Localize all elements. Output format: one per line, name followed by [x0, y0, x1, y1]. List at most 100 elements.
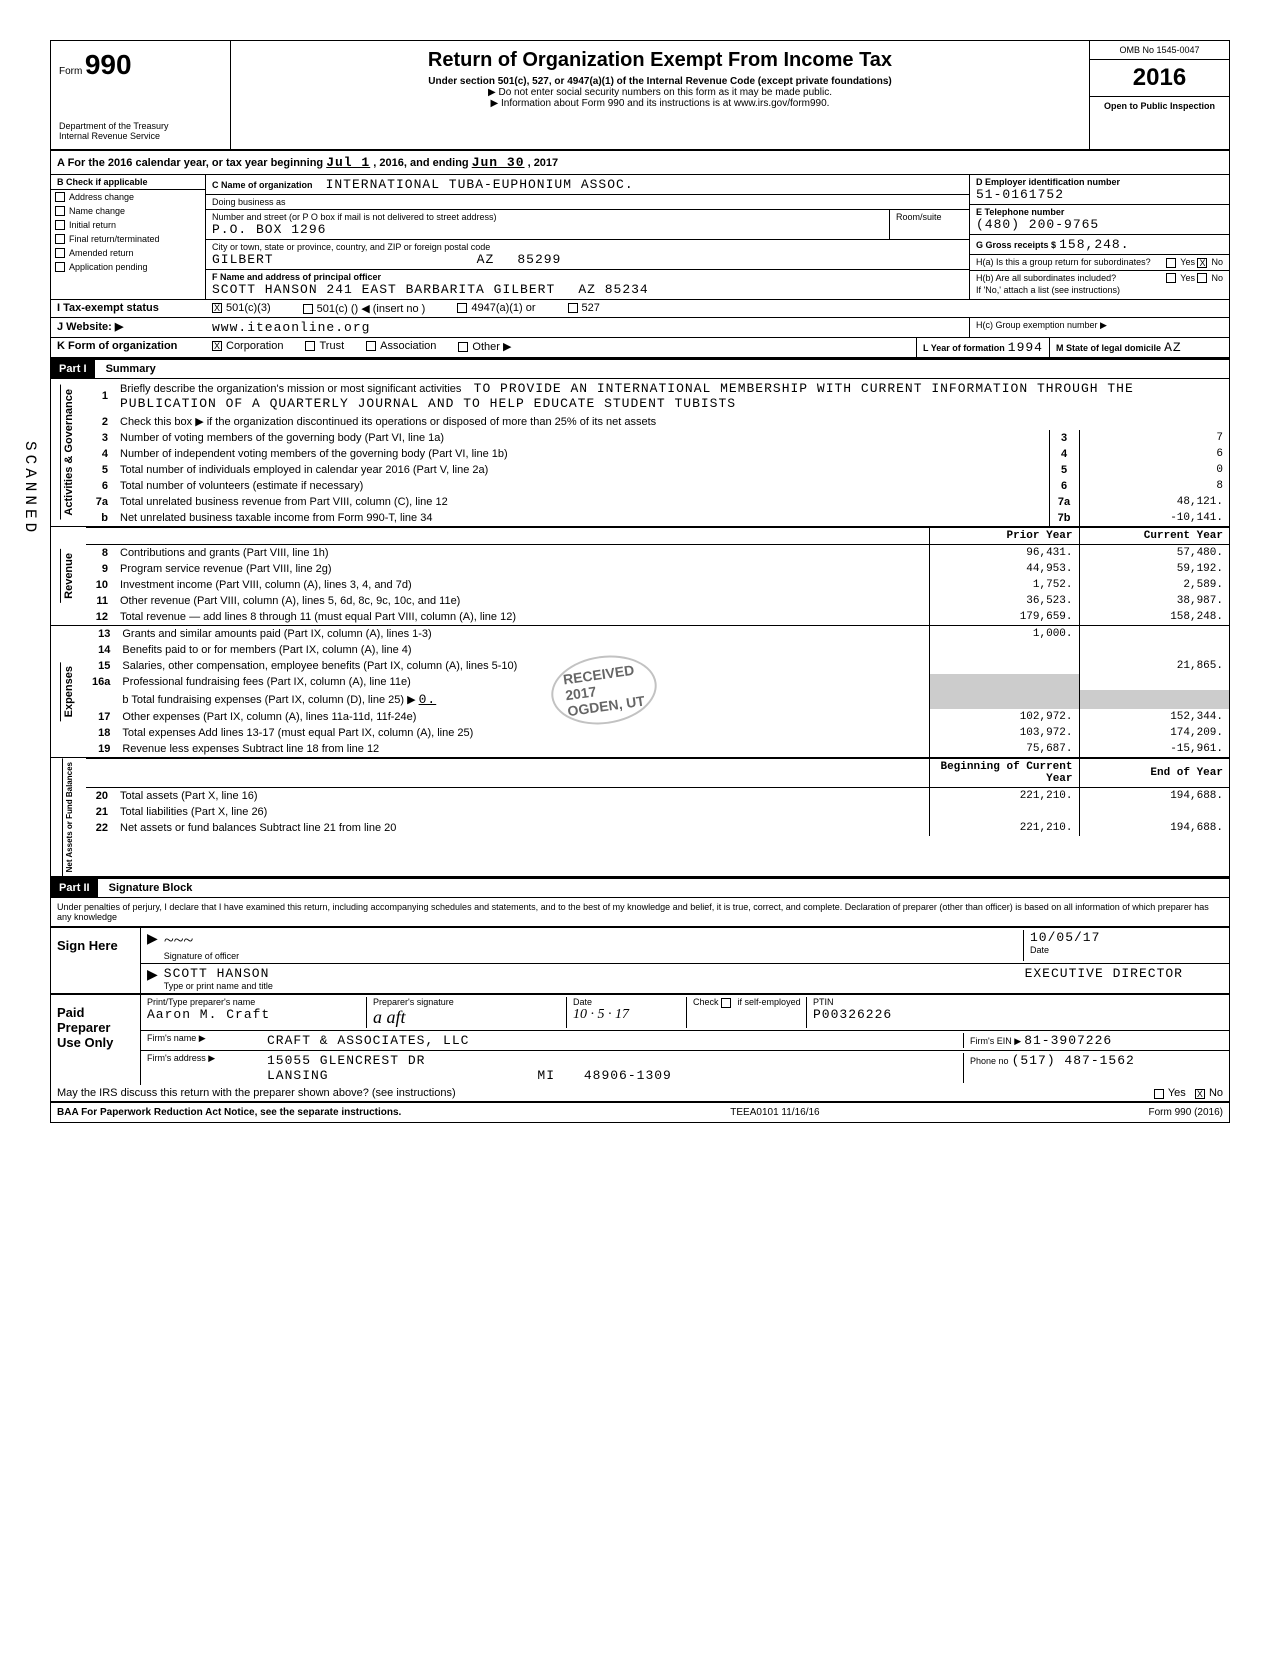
discuss-no-checkbox[interactable]: X — [1195, 1089, 1205, 1099]
form-subtitle: Under section 501(c), 527, or 4947(a)(1)… — [239, 76, 1081, 87]
part-ii-title: Signature Block — [101, 879, 201, 897]
section-j-label: J Website: ▶ — [51, 318, 206, 337]
c11: 38,987. — [1079, 593, 1229, 609]
check-address-change[interactable]: Address change — [51, 190, 205, 204]
section-i-label: I Tax-exempt status — [51, 300, 206, 317]
gross: 158,248. — [1059, 237, 1129, 252]
v6: 8 — [1079, 478, 1229, 494]
501c-checkbox[interactable] — [303, 304, 313, 314]
form-title: Return of Organization Exempt From Incom… — [239, 49, 1081, 72]
part-i-title: Summary — [98, 360, 164, 378]
discuss-yes-checkbox[interactable] — [1154, 1089, 1164, 1099]
v4: 6 — [1079, 446, 1229, 462]
header-center: Return of Organization Exempt From Incom… — [231, 41, 1089, 149]
ha-label: H(a) Is this a group return for subordin… — [976, 257, 1151, 268]
check-initial-return[interactable]: Initial return — [51, 218, 205, 232]
section-b-c-d: B Check if applicable Address change Nam… — [51, 175, 1229, 300]
footer: BAA For Paperwork Reduction Act Notice, … — [51, 1102, 1229, 1122]
check-name-change[interactable]: Name change — [51, 204, 205, 218]
c19: -15,961. — [1079, 741, 1229, 757]
firm-zip: 48906-1309 — [584, 1068, 672, 1083]
section-k-label: K Form of organization — [51, 338, 206, 357]
check-application-pending[interactable]: Application pending — [51, 260, 205, 274]
hb-no-checkbox[interactable] — [1197, 273, 1207, 283]
arrow-icon: ▶ — [147, 930, 158, 961]
section-a-mid: , 2016, and ending — [373, 157, 468, 169]
hb-yes-checkbox[interactable] — [1166, 273, 1176, 283]
note-ssn: ▶ Do not enter social security numbers o… — [239, 87, 1081, 98]
dba-label: Doing business as — [206, 195, 969, 210]
irs-label: Internal Revenue Service — [59, 131, 222, 141]
ha-yes-checkbox[interactable] — [1166, 258, 1176, 268]
revenue-section: Revenue Prior YearCurrent Year 8Contribu… — [51, 527, 1229, 626]
p12: 179,659. — [929, 609, 1079, 625]
label-c: C Name of organization — [212, 180, 313, 190]
net-assets-table: Beginning of Current YearEnd of Year 20T… — [86, 758, 1229, 836]
assoc-checkbox[interactable] — [366, 341, 376, 351]
e22: 194,688. — [1079, 820, 1229, 836]
net-assets-section: Net Assets or Fund Balances Beginning of… — [51, 758, 1229, 877]
preparer-date: 10 · 5 · 17 — [573, 1007, 686, 1023]
firm-city: LANSING — [267, 1068, 329, 1083]
form-header: Form 990 Department of the Treasury Inte… — [51, 41, 1229, 151]
state-domicile: AZ — [1164, 340, 1182, 355]
preparer-name: Aaron M. Craft — [147, 1007, 366, 1022]
part-ii-label: Part II — [51, 879, 98, 897]
c12: 158,248. — [1079, 609, 1229, 625]
501c3-checkbox[interactable]: X — [212, 303, 222, 313]
b22: 221,210. — [929, 820, 1079, 836]
527-checkbox[interactable] — [568, 303, 578, 313]
header-left: Form 990 Department of the Treasury Inte… — [51, 41, 231, 149]
v7a: 48,121. — [1079, 494, 1229, 510]
officer-signature: ~~~ — [164, 930, 1023, 951]
corp-checkbox[interactable]: X — [212, 341, 222, 351]
section-a-label: A For the 2016 calendar year, or tax yea… — [57, 157, 323, 169]
firm-name: CRAFT & ASSOCIATES, LLC — [267, 1033, 963, 1048]
city-label: City or town, state or province, country… — [212, 242, 963, 252]
state: AZ — [477, 252, 495, 267]
paid-preparer-block: Paid Preparer Use Only Print/Type prepar… — [51, 993, 1229, 1085]
part-i-header: Part I Summary — [51, 358, 1229, 379]
officer-label: F Name and address of principal officer — [212, 272, 963, 282]
section-b-label: B Check if applicable — [51, 175, 205, 190]
preparer-signature: a aft — [373, 1007, 566, 1028]
part-i-label: Part I — [51, 360, 95, 378]
section-k: K Form of organization XCorporation Trus… — [51, 338, 1229, 358]
section-a: A For the 2016 calendar year, or tax yea… — [51, 151, 1229, 175]
ha-no-checkbox[interactable]: X — [1197, 258, 1207, 268]
note-info: ▶ Information about Form 990 and its ins… — [239, 98, 1081, 109]
discuss-row: May the IRS discuss this return with the… — [51, 1085, 1229, 1102]
sign-here-block: Sign Here ▶ ~~~ Signature of officer 10/… — [51, 926, 1229, 993]
self-employed-checkbox[interactable] — [721, 998, 731, 1008]
year-formation: 1994 — [1008, 340, 1043, 355]
website: www.iteaonline.org — [206, 318, 969, 337]
e20: 194,688. — [1079, 788, 1229, 805]
section-i: I Tax-exempt status X501(c)(3) 501(c) ()… — [51, 300, 1229, 318]
revenue-label: Revenue — [60, 549, 77, 603]
header-right: OMB No 1545-0047 2016 Open to Public Ins… — [1089, 41, 1229, 149]
street-label: Number and street (or P O box if mail is… — [212, 212, 883, 222]
section-b: B Check if applicable Address change Nam… — [51, 175, 206, 299]
arrow-icon: ▶ — [147, 966, 158, 991]
trust-checkbox[interactable] — [305, 341, 315, 351]
p10: 1,752. — [929, 577, 1079, 593]
expenses-section: Expenses 13Grants and similar amounts pa… — [51, 626, 1229, 758]
footer-mid: TEEA0101 11/16/16 — [730, 1107, 819, 1118]
revenue-table: Prior YearCurrent Year 8Contributions an… — [86, 527, 1229, 625]
expenses-table: 13Grants and similar amounts paid (Part … — [86, 626, 1229, 757]
ptin: P00326226 — [813, 1007, 1223, 1022]
governance-section: Activities & Governance 1Briefly describ… — [51, 379, 1229, 527]
part-ii-header: Part II Signature Block — [51, 877, 1229, 898]
form-number: 990 — [85, 49, 132, 80]
c18: 174,209. — [1079, 725, 1229, 741]
check-final-return[interactable]: Final return/terminated — [51, 232, 205, 246]
baa-notice: BAA For Paperwork Reduction Act Notice, … — [57, 1107, 401, 1118]
street: P.O. BOX 1296 — [212, 222, 883, 237]
sign-date: 10/05/17 — [1030, 930, 1223, 945]
check-amended-return[interactable]: Amended return — [51, 246, 205, 260]
other-checkbox[interactable] — [458, 342, 468, 352]
scanned-stamp: SCANNED — [21, 441, 39, 536]
hc-label: H(c) Group exemption number ▶ — [969, 318, 1229, 337]
4947-checkbox[interactable] — [457, 303, 467, 313]
p19: 75,687. — [929, 741, 1079, 757]
